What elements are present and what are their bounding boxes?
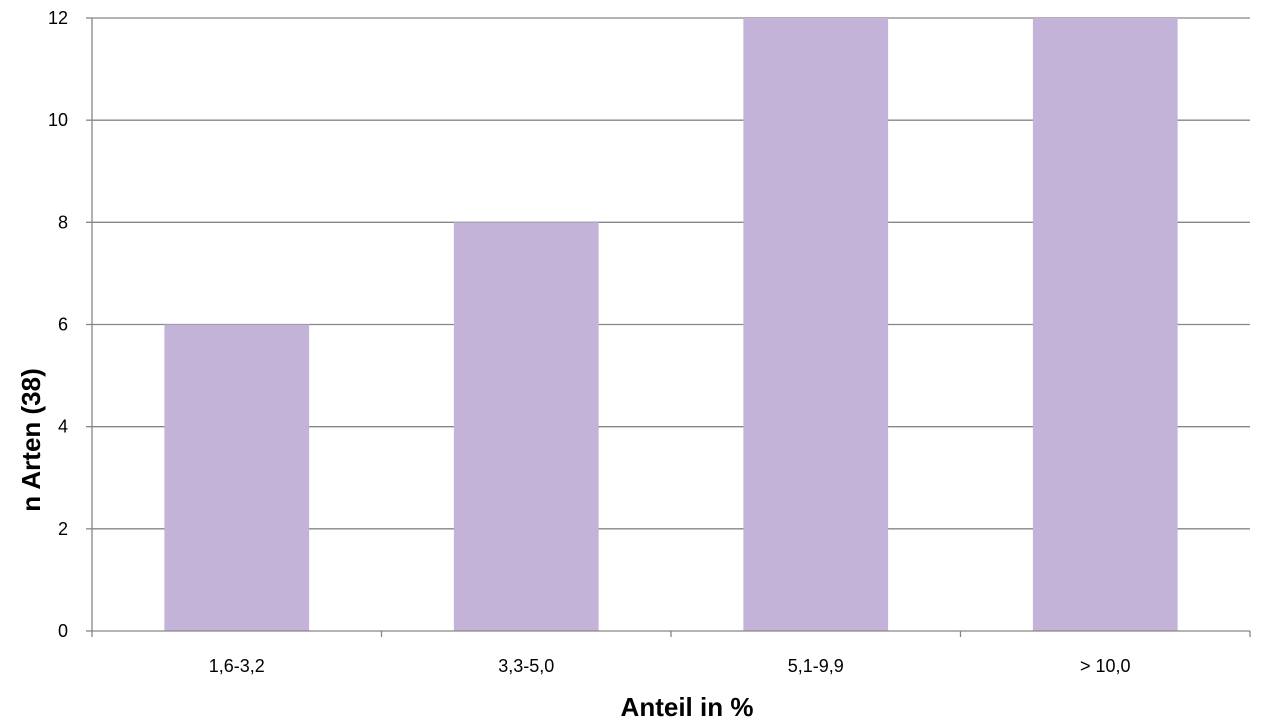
bar [743, 18, 889, 631]
x-tick-label: > 10,0 [1080, 656, 1131, 676]
x-tick-labels: 1,6-3,2 3,3-5,0 5,1-9,9 > 10,0 [209, 656, 1131, 676]
x-tick-label: 3,3-5,0 [498, 656, 554, 676]
y-tick-label: 6 [58, 315, 68, 335]
y-tick-label: 0 [58, 621, 68, 641]
bars [164, 18, 1178, 632]
bar [164, 324, 310, 631]
x-axis-title: Anteil in % [621, 692, 754, 722]
bar [453, 222, 599, 632]
y-tick-label: 8 [58, 212, 68, 232]
y-axis-title: n Arten (38) [16, 368, 46, 512]
y-tick-label: 4 [58, 417, 68, 437]
x-tick-label: 1,6-3,2 [209, 656, 265, 676]
bar [1032, 18, 1178, 631]
x-tick-label: 5,1-9,9 [788, 656, 844, 676]
y-tick-label: 2 [58, 519, 68, 539]
y-tick-label: 12 [48, 8, 68, 28]
y-tick-label: 10 [48, 110, 68, 130]
y-tick-labels: 0 2 4 6 8 10 12 [48, 8, 68, 641]
axes [86, 17, 1251, 637]
